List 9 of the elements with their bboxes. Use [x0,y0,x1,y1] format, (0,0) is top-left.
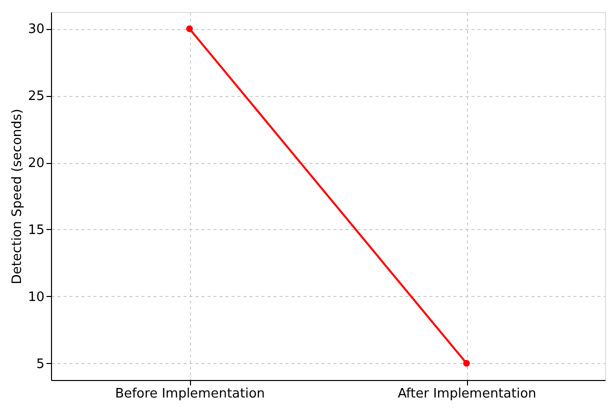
y-tick-label: 5 [36,356,44,372]
y-axis-title: Detection Speed (seconds) [10,108,25,284]
x-tick-label: Before Implementation [115,386,265,402]
y-tick-label: 20 [28,156,44,172]
y-tick-label: 25 [28,89,44,104]
y-tick-label: 30 [28,22,44,38]
y-tick-label: 10 [28,290,44,305]
x-tick-label: After Implementation [398,386,536,402]
y-tick-label: 15 [28,222,44,238]
